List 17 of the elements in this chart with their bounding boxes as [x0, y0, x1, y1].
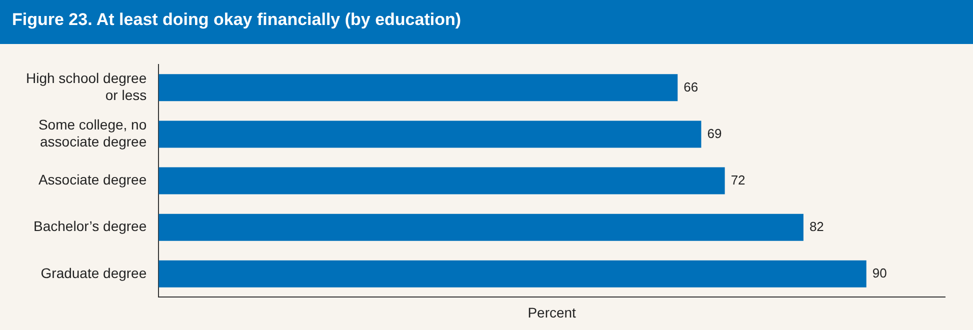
bar [158, 167, 725, 194]
x-axis-title: Percent [528, 304, 576, 320]
y-tick-label: Some college, no associate degree [38, 116, 147, 150]
bar [158, 260, 866, 288]
data-label: 69 [707, 126, 722, 141]
data-label: 82 [809, 218, 824, 234]
y-tick-label: Bachelor’s degree [34, 218, 147, 234]
data-label: 72 [730, 172, 746, 188]
y-tick-label: High school degree or less [26, 70, 147, 103]
bar [158, 74, 678, 102]
bar [158, 120, 702, 148]
chart-title: Figure 23. At least doing okay financially (by education) [0, 0, 973, 44]
bar [158, 214, 804, 241]
y-tick-label: Associate degree [38, 172, 147, 188]
data-label: 90 [872, 266, 887, 280]
data-label: 66 [684, 79, 698, 94]
y-tick-label: Graduate degree [40, 264, 147, 281]
